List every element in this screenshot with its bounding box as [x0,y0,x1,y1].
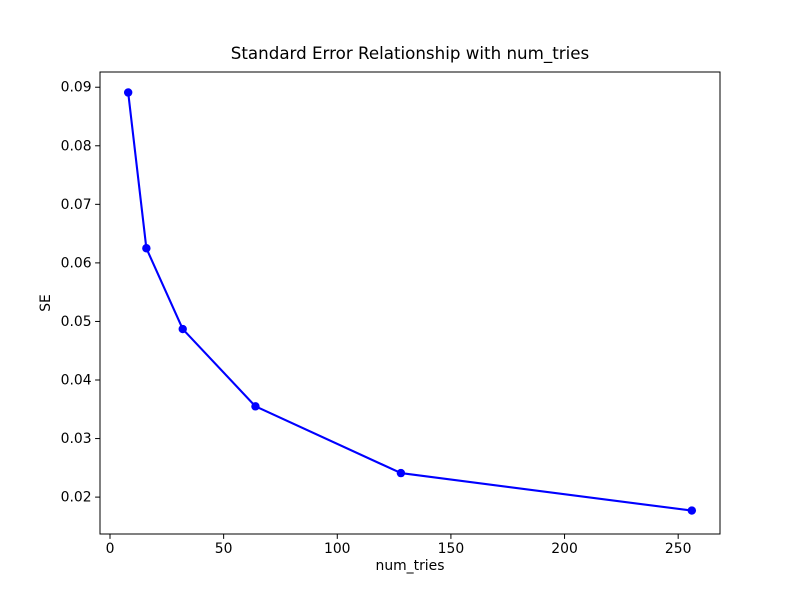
y-tick-label: 0.09 [61,80,92,96]
data-point [396,468,406,478]
data-point [251,402,260,411]
series-line [127,92,692,512]
data-point [142,244,151,253]
data-point [178,324,187,334]
x-axis-label: num_tries [375,558,445,574]
x-tick-label: 100 [324,541,351,557]
y-tick-label: 0.02 [61,490,92,506]
y-tick-label: 0.07 [61,197,92,213]
y-tick-label: 0.08 [61,138,92,154]
y-tick-label: 0.05 [61,314,92,330]
x-tick-label: 50 [215,541,233,557]
x-tick-label: 200 [551,541,578,557]
x-tick-label: 0 [106,541,115,557]
y-tick-label: 0.04 [61,373,92,389]
chart-title: Standard Error Relationship with num_tri… [230,43,590,63]
data-point [687,506,697,515]
y-axis-label: SE [38,294,54,312]
x-tick-label: 250 [665,541,692,557]
y-tick-label: 0.03 [61,431,92,447]
x-tick-label: 150 [438,541,465,557]
y-tick-label: 0.06 [61,255,92,271]
data-point [123,88,133,97]
plot-frame [99,71,721,535]
